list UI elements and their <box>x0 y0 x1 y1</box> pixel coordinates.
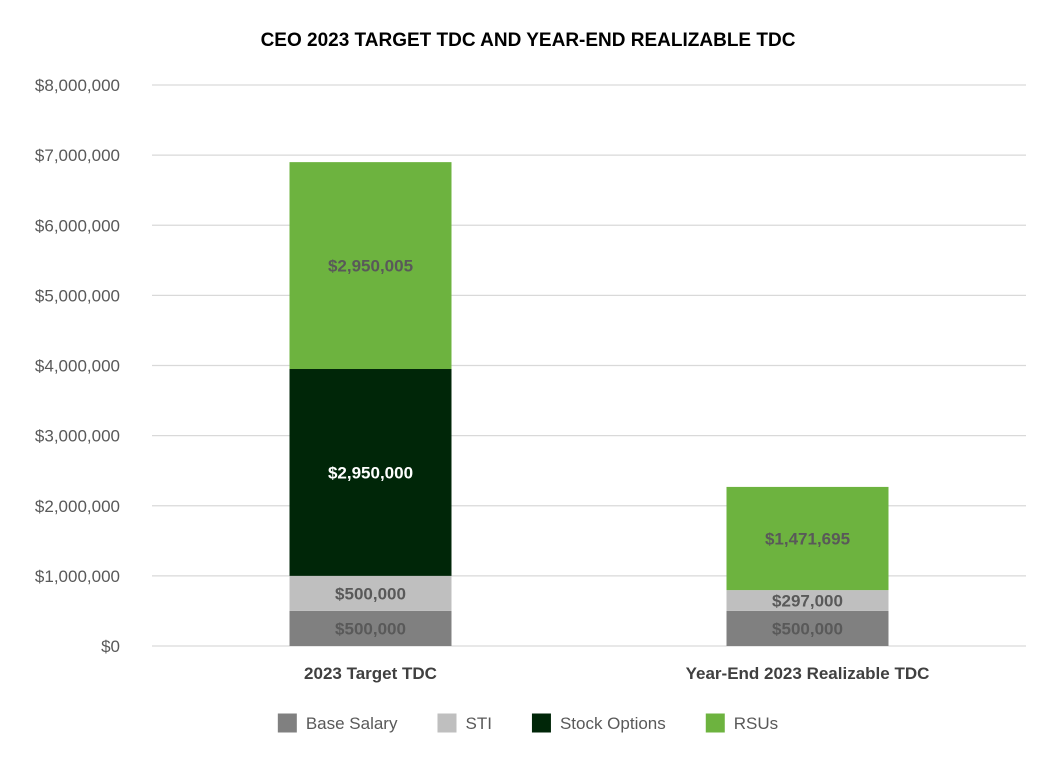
chart-title: CEO 2023 TARGET TDC AND YEAR-END REALIZA… <box>261 30 796 51</box>
bar-stock-options <box>289 369 452 576</box>
bars <box>289 162 889 646</box>
data-label-base-salary: $500,000 <box>335 619 406 638</box>
x-axis-tick-labels: 2023 Target TDC Year-End 2023 Realizable … <box>304 664 929 683</box>
y-tick-label: $5,000,000 <box>35 286 120 305</box>
y-tick-label: $8,000,000 <box>35 76 120 95</box>
legend-label-base-salary: Base Salary <box>306 714 398 733</box>
y-tick-label: $6,000,000 <box>35 216 120 235</box>
bar-sti <box>726 590 889 611</box>
legend-label-rsus: RSUs <box>734 714 778 733</box>
bar-rsus <box>726 486 889 591</box>
data-label-rsus: $1,471,695 <box>765 530 850 549</box>
data-label-sti: $297,000 <box>772 592 843 611</box>
bar-sti <box>289 575 452 611</box>
y-tick-label: $7,000,000 <box>35 146 120 165</box>
legend-swatch-rsus <box>705 713 725 733</box>
x-tick-label: 2023 Target TDC <box>304 664 437 683</box>
data-label-rsus: $2,950,005 <box>328 257 413 276</box>
y-tick-label: $2,000,000 <box>35 497 120 516</box>
bar-rsus <box>289 162 452 370</box>
bar-base-salary <box>289 610 452 646</box>
data-label-stock-options: $2,950,000 <box>328 463 413 482</box>
y-tick-label: $3,000,000 <box>35 427 120 446</box>
gridlines <box>152 84 1026 647</box>
y-tick-label: $0 <box>101 637 120 656</box>
y-axis-tick-labels: $0 $1,000,000 $2,000,000 $3,000,000 $4,000,0… <box>35 76 120 656</box>
legend-swatch-stock-options <box>531 713 551 733</box>
data-label-sti: $500,000 <box>335 584 406 603</box>
legend-swatch-base-salary <box>277 713 297 733</box>
data-label-base-salary: $500,000 <box>772 619 843 638</box>
x-tick-label: Year-End 2023 Realizable TDC <box>686 664 930 683</box>
y-tick-label: $1,000,000 <box>35 567 120 586</box>
bar-base-salary <box>726 610 889 646</box>
legend: Base Salary STI Stock Options RSUs <box>277 713 778 733</box>
legend-label-stock-options: Stock Options <box>560 714 666 733</box>
legend-label-sti: STI <box>465 714 491 733</box>
legend-swatch-sti <box>437 713 457 733</box>
y-tick-label: $4,000,000 <box>35 357 120 376</box>
data-labels: $500,000 $500,000 $2,950,000 $2,950,005 $500… <box>328 257 850 639</box>
